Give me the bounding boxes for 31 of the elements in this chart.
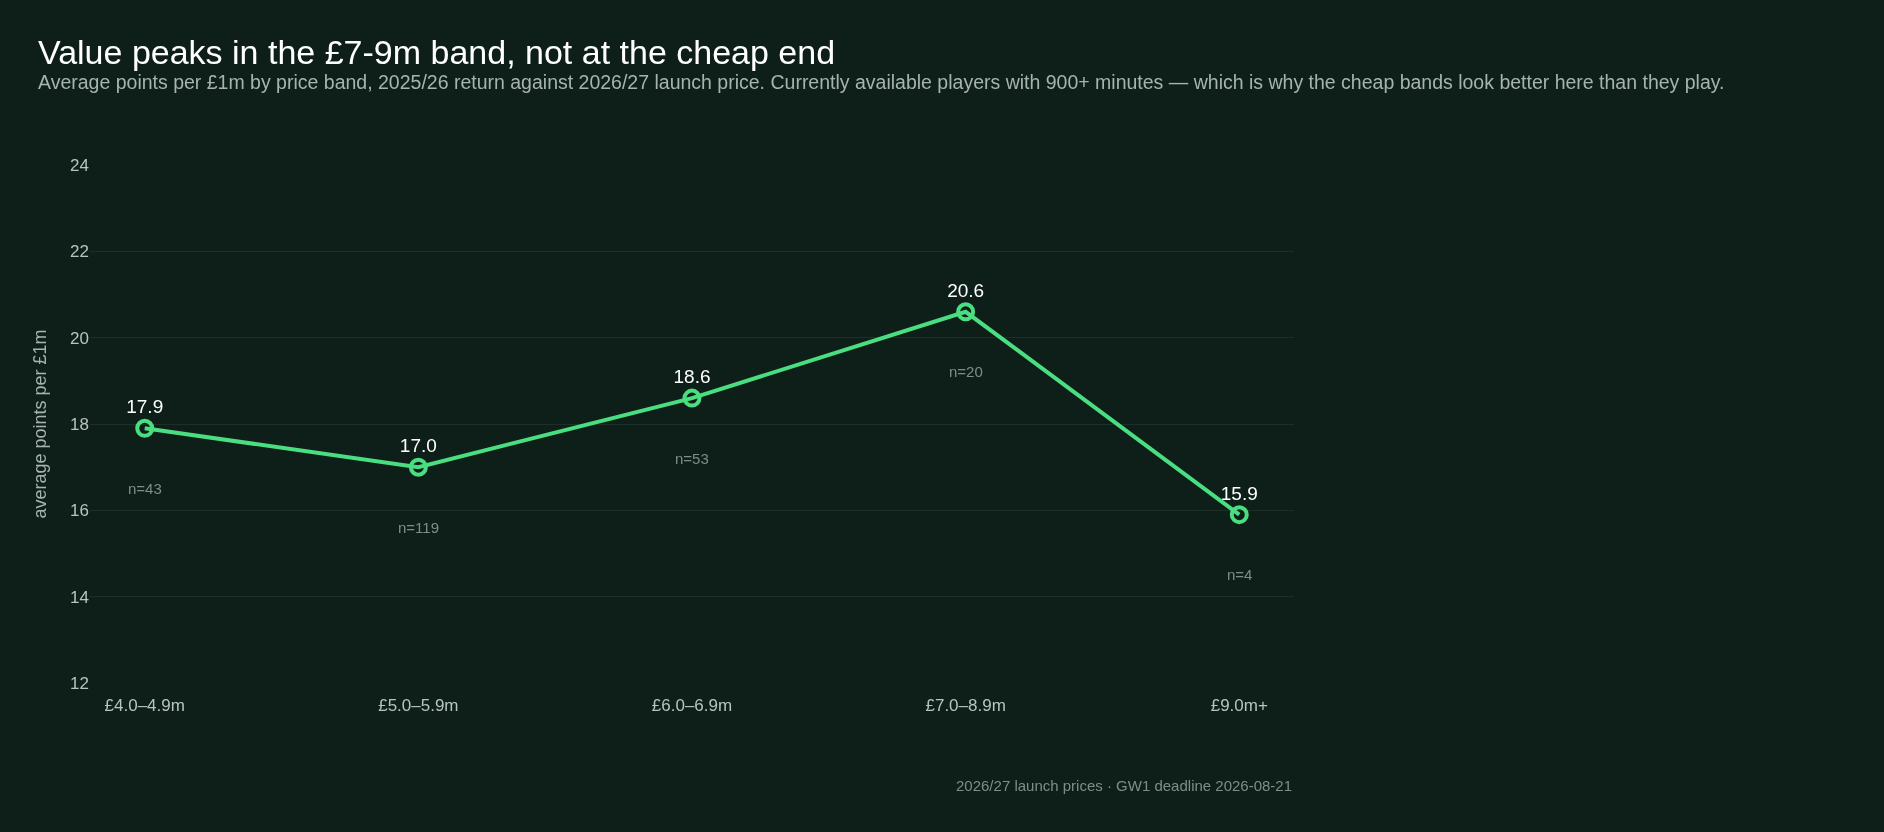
x-tick-label: £5.0–5.9m [378, 696, 459, 715]
x-tick-label: £9.0m+ [1210, 696, 1268, 715]
text: 15.9 [1220, 482, 1258, 504]
text: 17.9 [126, 396, 164, 418]
annotation: n=4 [1227, 566, 1253, 583]
text: 17.0 [399, 435, 437, 457]
annotation: n=119 [398, 519, 440, 536]
y-tick-label: 16 [70, 501, 89, 521]
y-tick-label: 20 [70, 328, 89, 348]
point [1229, 505, 1249, 525]
text: 18.6 [673, 365, 711, 387]
y-tick-label: 18 [70, 414, 89, 434]
chart-title: Value peaks in the £7-9m band, not at the cheap end [38, 33, 836, 71]
y-tick-label: 14 [70, 587, 89, 607]
x-tick-label: £6.0–6.9m [651, 696, 733, 715]
y-tick-label: 12 [70, 673, 89, 693]
annotation: n=53 [675, 450, 709, 467]
y-tick-label: 24 [70, 155, 89, 175]
y-axis-title: average points per £1m [30, 329, 51, 519]
annotation: n=20 [949, 363, 983, 380]
text: 20.6 [947, 279, 985, 301]
y-tick-label: 22 [70, 242, 89, 262]
point [408, 457, 428, 477]
annotation: n=43 [128, 480, 162, 497]
point [956, 302, 976, 322]
x-tick-label: £4.0–4.9m [104, 696, 185, 715]
chart-subtitle: Average points per £1m by price band, 2025/26 return against 2026/27 launch price. Currently available players with 900+ minutes — which is why the cheap bands look better here than they play. [38, 71, 1725, 93]
x-tick-label: £7.0–8.9m [925, 696, 1006, 715]
text: 2026/27 launch prices · GW1 deadline 2026-08-21 [956, 777, 1293, 794]
point [682, 388, 702, 408]
point [135, 418, 155, 438]
